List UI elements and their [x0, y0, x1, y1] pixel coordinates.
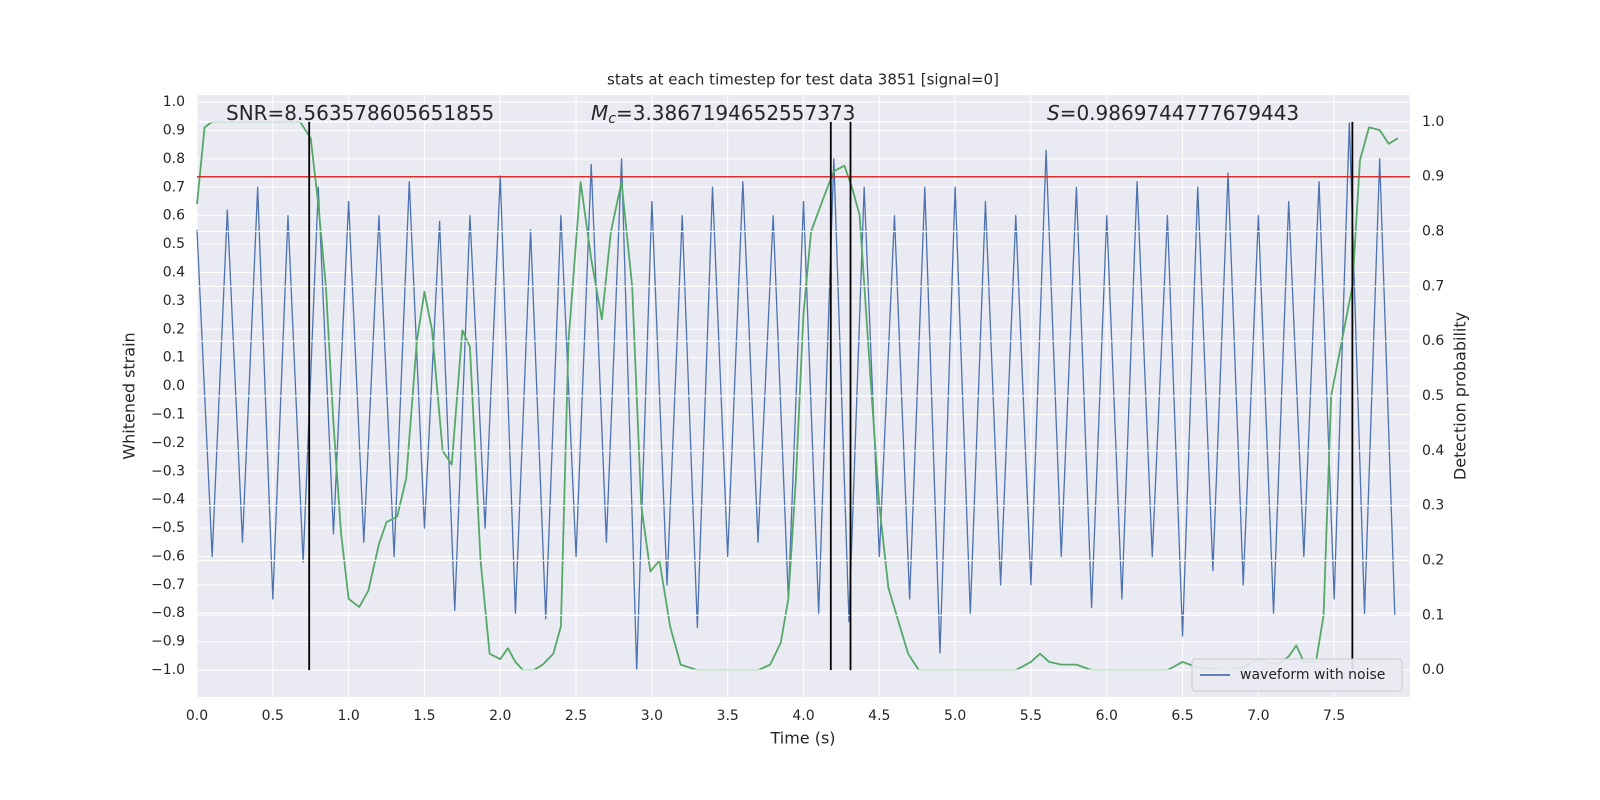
x-tick-label: 2.0: [489, 708, 511, 724]
annotation: Mc=3.3867194652557373: [591, 101, 855, 128]
y-tick-label: 0.5: [163, 236, 185, 252]
y-tick-label: 1.0: [163, 94, 185, 110]
y2-tick-label: 0.7: [1422, 278, 1444, 294]
y-tick-label: −0.7: [151, 577, 185, 593]
annotation-symbol: M: [591, 101, 608, 125]
y-tick-label: 0.9: [163, 122, 185, 138]
x-tick-label: 2.5: [565, 708, 587, 724]
x-tick-label: 3.0: [641, 708, 663, 724]
annotation-subscript: c: [608, 111, 616, 127]
x-tick-label: 4.5: [868, 708, 890, 724]
annotation-text: =3.3867194652557373: [616, 101, 855, 125]
overlay-layer: waveform with noise: [197, 121, 1410, 692]
y2-tick-label: 0.3: [1422, 498, 1444, 514]
x-tick-label: 7.0: [1247, 708, 1269, 724]
y2-tick-label: 0.1: [1422, 607, 1444, 623]
y2-tick-label: 0.4: [1422, 443, 1444, 459]
y-tick-label: −0.6: [151, 548, 185, 564]
y-axis-label: Whitened strain: [120, 332, 139, 459]
y-tick-label: 0.7: [163, 179, 185, 195]
x-tick-label: 5.5: [1020, 708, 1042, 724]
x-tick-label: 0.5: [262, 708, 284, 724]
x-tick-label: 1.0: [337, 708, 359, 724]
y2-tick-label: 1.0: [1422, 114, 1444, 130]
annotation-text: SNR=8.563578605651855: [226, 101, 494, 125]
y-tick-label: 0.1: [163, 350, 185, 366]
y-tick-label: 0.6: [163, 208, 185, 224]
annotation: S=0.9869744777679443: [1047, 101, 1299, 125]
x-tick-label: 5.0: [944, 708, 966, 724]
chart-title: stats at each timestep for test data 385…: [607, 71, 999, 89]
y-tick-label: −0.3: [151, 463, 185, 479]
annotation: SNR=8.563578605651855: [226, 101, 494, 125]
y2-tick-label: 0.8: [1422, 224, 1444, 240]
y-tick-label: −1.0: [151, 662, 185, 678]
y2-tick-label: 0.6: [1422, 333, 1444, 349]
y-tick-label: −0.1: [151, 406, 185, 422]
series-line: [196, 121, 1396, 671]
y-tick-label: −0.2: [151, 435, 185, 451]
annotation-symbol: S: [1047, 101, 1060, 125]
y-tick-label: −0.4: [151, 492, 185, 508]
x-tick-label: 7.5: [1323, 708, 1345, 724]
legend-box: [1191, 658, 1403, 692]
x-tick-label: 3.5: [717, 708, 739, 724]
y-tick-label: 0.8: [163, 151, 185, 167]
x-tick-label: 0.0: [186, 708, 208, 724]
y-tick-label: 0.3: [163, 293, 185, 309]
x-tick-label: 1.5: [413, 708, 435, 724]
x-tick-label: 6.5: [1171, 708, 1193, 724]
x-tick-label: 4.0: [792, 708, 814, 724]
y-tick-label: −0.9: [151, 634, 185, 650]
y-tick-label: 0.0: [163, 378, 185, 394]
y2-tick-label: 0.0: [1422, 662, 1444, 678]
y-tick-label: 0.4: [163, 264, 185, 280]
y-tick-label: −0.5: [151, 520, 185, 536]
x-tick-label: 6.0: [1096, 708, 1118, 724]
y-tick-label: −0.8: [151, 605, 185, 621]
annotation-text: =0.9869744777679443: [1060, 101, 1299, 125]
y2-tick-label: 0.2: [1422, 552, 1444, 568]
y2-tick-label: 0.5: [1422, 388, 1444, 404]
x-axis-label: Time (s): [769, 729, 835, 748]
y2-tick-label: 0.9: [1422, 169, 1444, 185]
legend-label: waveform with noise: [1240, 667, 1385, 683]
y2-axis-label: Detection probability: [1451, 312, 1470, 480]
y-tick-label: 0.2: [163, 321, 185, 337]
